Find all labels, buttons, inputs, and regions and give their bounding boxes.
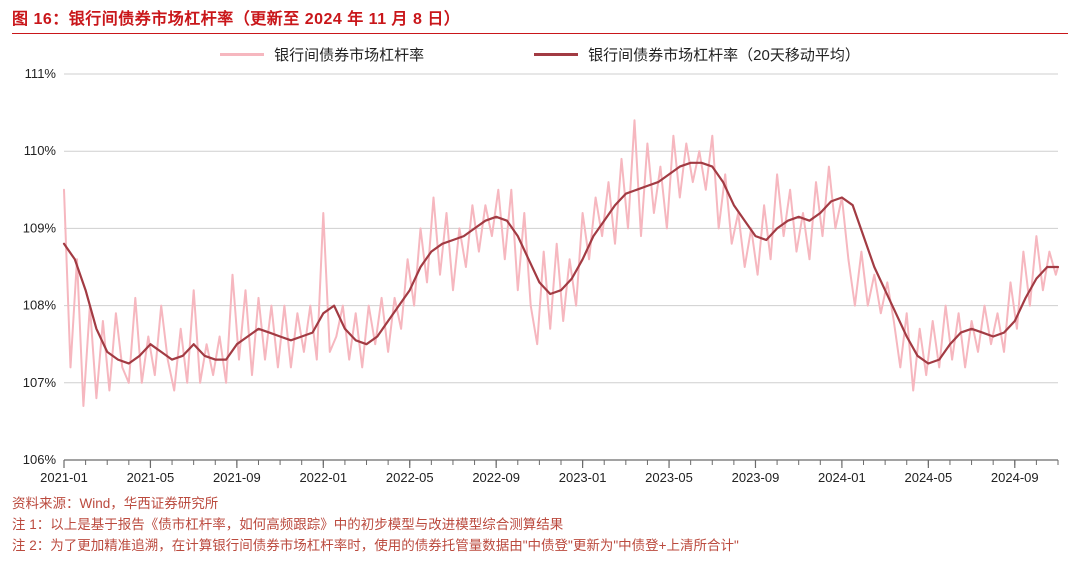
chart-footer: 资料来源：Wind，华西证券研究所 注 1：以上是基于报告《债市杠杆率，如何高频…	[12, 494, 1068, 557]
chart-area: 银行间债券市场杠杆率 银行间债券市场杠杆率（20天移动平均） 106%107%1…	[12, 38, 1068, 492]
svg-text:107%: 107%	[23, 375, 57, 390]
svg-text:2023-05: 2023-05	[645, 470, 693, 485]
svg-text:109%: 109%	[23, 220, 57, 235]
svg-text:111%: 111%	[25, 66, 57, 81]
footer-source: 资料来源：Wind，华西证券研究所	[12, 494, 1068, 515]
svg-text:2021-01: 2021-01	[40, 470, 88, 485]
svg-text:2024-09: 2024-09	[991, 470, 1039, 485]
svg-text:2022-05: 2022-05	[386, 470, 434, 485]
svg-text:2023-01: 2023-01	[559, 470, 607, 485]
svg-text:2022-01: 2022-01	[299, 470, 347, 485]
chart-title: 图 16：银行间债券市场杠杆率（更新至 2024 年 11 月 8 日）	[12, 5, 460, 29]
svg-text:110%: 110%	[24, 143, 57, 158]
chart-svg: 106% 107% 108% 109% 110% 111% 2021-01 2021-05 20…	[12, 38, 1068, 492]
svg-text:2022-09: 2022-09	[472, 470, 520, 485]
legend-item-ma20: 银行间债券市场杠杆率（20天移动平均）	[534, 44, 860, 65]
footer-note-1: 注 1：以上是基于报告《债市杠杆率，如何高频跟踪》中的初步模型与改进模型综合测算…	[12, 515, 1068, 536]
legend-label-raw: 银行间债券市场杠杆率	[274, 44, 424, 65]
svg-text:2024-01: 2024-01	[818, 470, 866, 485]
legend-item-raw: 银行间债券市场杠杆率	[220, 44, 424, 65]
svg-text:2021-05: 2021-05	[127, 470, 175, 485]
svg-text:108%: 108%	[23, 298, 57, 313]
chart-title-text: 银行间债券市场杠杆率（更新至 2024 年 11 月 8 日）	[69, 11, 461, 28]
svg-text:2023-09: 2023-09	[732, 470, 780, 485]
svg-text:2021-09: 2021-09	[213, 470, 261, 485]
chart-title-prefix: 图 16：	[12, 11, 69, 28]
legend-label-ma20: 银行间债券市场杠杆率（20天移动平均）	[588, 44, 860, 65]
legend-swatch-ma20	[534, 53, 578, 56]
footer-note-2: 注 2：为了更加精准追溯，在计算银行间债券市场杠杆率时，使用的债券托管量数据由"…	[12, 536, 1068, 557]
svg-text:106%: 106%	[23, 452, 57, 467]
chart-legend: 银行间债券市场杠杆率 银行间债券市场杠杆率（20天移动平均）	[12, 44, 1068, 65]
svg-text:2024-05: 2024-05	[904, 470, 952, 485]
chart-title-row: 图 16：银行间债券市场杠杆率（更新至 2024 年 11 月 8 日）	[12, 0, 1068, 34]
legend-swatch-raw	[220, 53, 264, 56]
